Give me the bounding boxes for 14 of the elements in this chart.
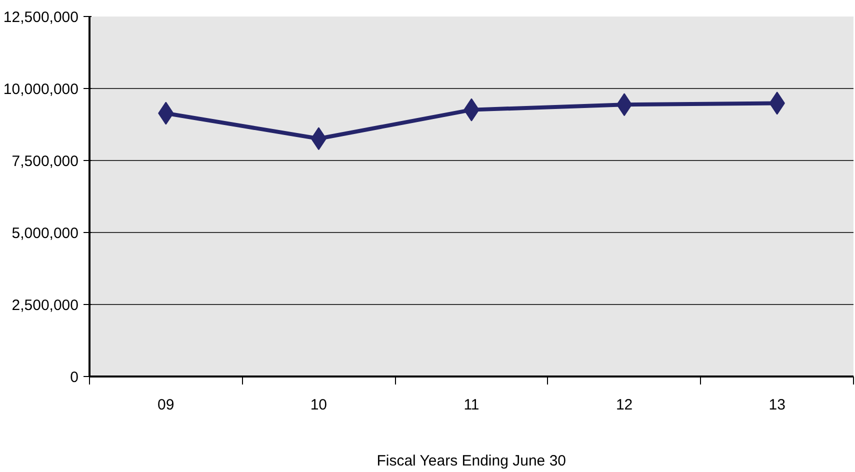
y-tick-label: 0 [70,369,78,386]
y-tick-label: 7,500,000 [12,153,79,170]
x-tick-label: 13 [768,396,786,414]
x-tick-label: 11 [464,396,480,414]
x-tick-label: 09 [158,396,174,414]
y-tick-label: 2,500,000 [12,297,79,314]
point [310,127,327,150]
point [616,93,632,116]
y-tick-label: 12,500,000 [3,9,79,26]
y-tick-label: 10,000,000 [3,81,79,98]
x-tick-label: 12 [616,396,633,414]
y-tick-label: 5,000,000 [12,225,79,242]
x-tick-label: 10 [310,396,328,414]
x-axis-title: Fiscal Years Ending June 30 [376,452,566,470]
